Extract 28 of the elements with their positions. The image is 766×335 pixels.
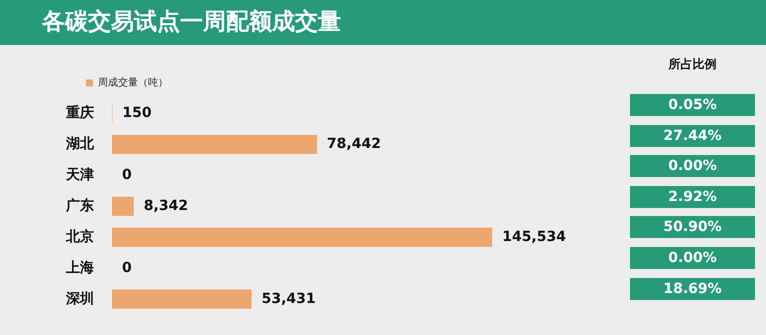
bar: [112, 196, 134, 216]
text: 27.44%: [630, 124, 755, 147]
y-tick-label: 北京: [65, 228, 94, 245]
bar: [112, 228, 492, 247]
data-label: 0: [122, 260, 132, 276]
data-label: 78,442: [326, 136, 381, 152]
data-label: 8,342: [144, 198, 188, 214]
y-tick-label: 重庆: [65, 104, 94, 122]
text: 所占比例: [668, 56, 718, 73]
data-label: 150: [122, 105, 152, 122]
y-tick-label: 湖北: [65, 136, 95, 152]
y-tick-label: 上海: [65, 260, 94, 276]
text: 0.00%: [630, 155, 755, 178]
text: 0.05%: [630, 94, 755, 116]
data-label: 53,431: [262, 290, 316, 307]
bar: [112, 290, 252, 309]
legend-label: 周成交量（吨）: [98, 76, 168, 89]
text: 50.90%: [630, 216, 755, 238]
y-tick-label: 深圳: [65, 290, 94, 307]
y-tick-label: 广东: [65, 196, 94, 214]
bar: [112, 134, 317, 154]
chart-title: 各碳交易试点一周配额成交量: [42, 8, 341, 37]
data-label: 0: [122, 167, 132, 183]
y-tick-label: 天津: [65, 167, 94, 183]
text: 18.69%: [630, 278, 755, 300]
text: 2.92%: [630, 186, 755, 208]
data-label: 145,534: [502, 228, 566, 245]
text: 0.00%: [630, 246, 755, 269]
